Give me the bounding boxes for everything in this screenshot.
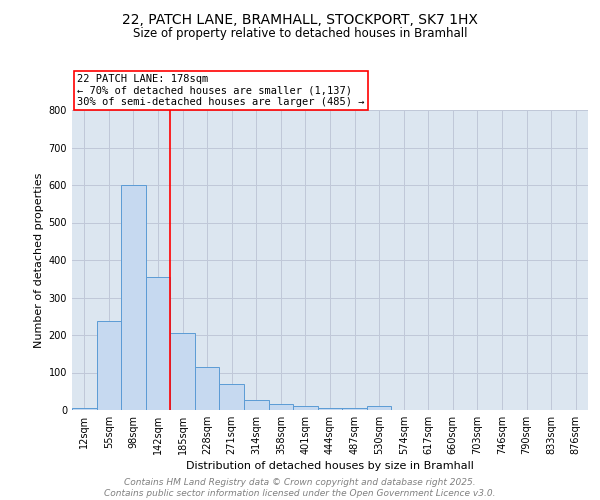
Bar <box>195 367 220 410</box>
Text: 22 PATCH LANE: 178sqm
← 70% of detached houses are smaller (1,137)
30% of semi-d: 22 PATCH LANE: 178sqm ← 70% of detached … <box>77 74 365 107</box>
Bar <box>318 408 342 410</box>
Bar <box>72 408 97 410</box>
Bar <box>220 384 244 410</box>
Y-axis label: Number of detached properties: Number of detached properties <box>34 172 44 348</box>
Bar <box>121 185 146 410</box>
Text: 22, PATCH LANE, BRAMHALL, STOCKPORT, SK7 1HX: 22, PATCH LANE, BRAMHALL, STOCKPORT, SK7… <box>122 12 478 26</box>
X-axis label: Distribution of detached houses by size in Bramhall: Distribution of detached houses by size … <box>186 461 474 471</box>
Text: Contains HM Land Registry data © Crown copyright and database right 2025.
Contai: Contains HM Land Registry data © Crown c… <box>104 478 496 498</box>
Bar <box>244 400 269 410</box>
Bar <box>269 404 293 410</box>
Bar <box>146 277 170 410</box>
Text: Size of property relative to detached houses in Bramhall: Size of property relative to detached ho… <box>133 28 467 40</box>
Bar <box>97 321 121 410</box>
Bar <box>367 406 391 410</box>
Bar <box>170 333 195 410</box>
Bar <box>293 406 318 410</box>
Bar <box>342 408 367 410</box>
